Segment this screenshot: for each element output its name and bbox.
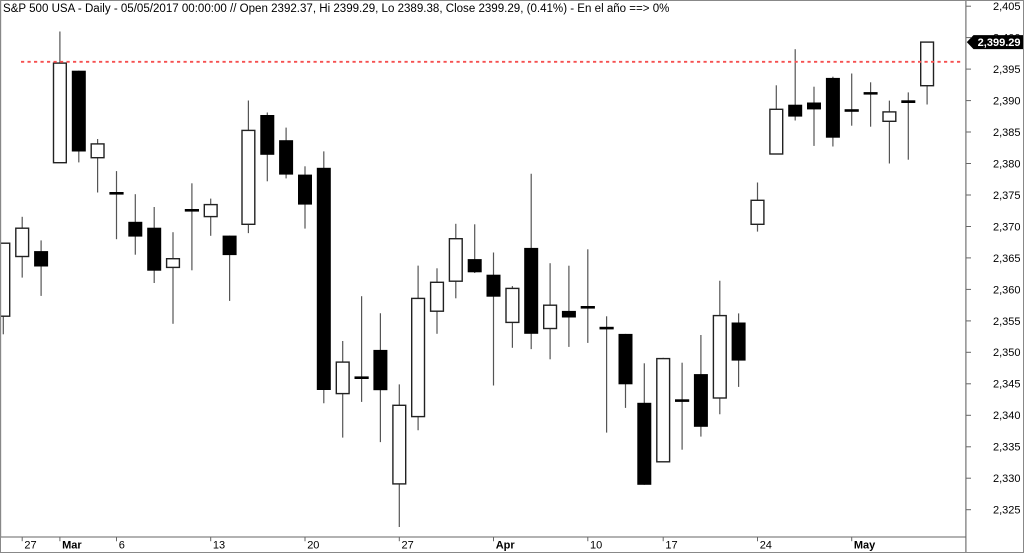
svg-text:27: 27	[24, 540, 36, 552]
svg-text:2,399.29: 2,399.29	[978, 37, 1021, 49]
svg-text:Mar: Mar	[62, 540, 82, 552]
svg-text:2,405: 2,405	[993, 1, 1021, 13]
svg-text:20: 20	[307, 540, 319, 552]
svg-text:24: 24	[760, 540, 772, 552]
svg-text:27: 27	[402, 540, 414, 552]
svg-text:2,370: 2,370	[993, 221, 1021, 233]
svg-text:2,395: 2,395	[993, 64, 1021, 76]
svg-text:May: May	[854, 540, 876, 552]
svg-text:2,325: 2,325	[993, 505, 1021, 517]
svg-text:Apr: Apr	[496, 540, 516, 552]
svg-text:2,360: 2,360	[993, 284, 1021, 296]
svg-text:2,335: 2,335	[993, 442, 1021, 454]
svg-text:2,390: 2,390	[993, 96, 1021, 108]
svg-text:2,375: 2,375	[993, 190, 1021, 202]
svg-text:2,385: 2,385	[993, 127, 1021, 139]
svg-text:2,340: 2,340	[993, 410, 1021, 422]
svg-text:17: 17	[665, 540, 677, 552]
svg-text:6: 6	[119, 540, 125, 552]
svg-text:2,380: 2,380	[993, 158, 1021, 170]
svg-text:10: 10	[590, 540, 602, 552]
svg-text:2,350: 2,350	[993, 347, 1021, 359]
svg-text:2,330: 2,330	[993, 473, 1021, 485]
svg-text:13: 13	[213, 540, 225, 552]
svg-text:2,365: 2,365	[993, 253, 1021, 265]
svg-text:2,345: 2,345	[993, 379, 1021, 391]
svg-text:S&P 500 USA - Daily - 05/05/20: S&P 500 USA - Daily - 05/05/2017 00:00:0…	[3, 3, 669, 15]
svg-text:2,355: 2,355	[993, 316, 1021, 328]
